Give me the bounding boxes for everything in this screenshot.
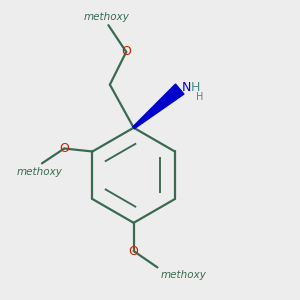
Text: N: N [182,81,191,94]
Text: H: H [191,81,200,94]
Text: O: O [129,244,139,258]
Polygon shape [133,84,184,129]
Text: O: O [121,45,131,58]
Text: methoxy: methoxy [160,270,206,280]
Text: methoxy: methoxy [84,12,130,22]
Text: H: H [196,92,203,101]
Text: methoxy: methoxy [16,167,62,177]
Text: O: O [59,142,69,155]
